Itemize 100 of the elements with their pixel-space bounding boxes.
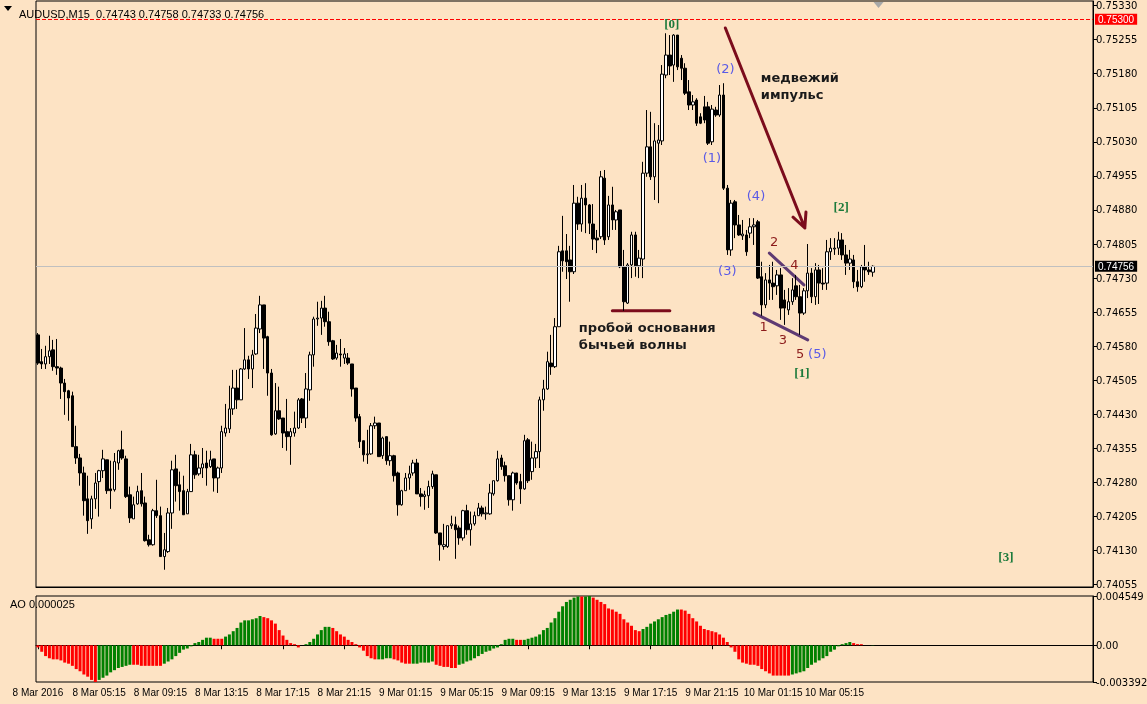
bar — [453, 645, 457, 669]
bar — [139, 645, 143, 666]
bar — [764, 645, 768, 672]
bar — [74, 645, 78, 670]
bar — [273, 623, 277, 646]
y-tick-label: 0.74580 — [1096, 340, 1138, 352]
bar — [415, 645, 419, 664]
y-tick-label: 0.74805 — [1096, 238, 1138, 250]
bar — [442, 645, 446, 667]
y-tick-label: 0.75030 — [1096, 136, 1138, 148]
bar — [767, 645, 771, 674]
bar — [197, 642, 201, 646]
bar — [170, 645, 174, 660]
bar — [216, 638, 220, 646]
bar — [101, 645, 105, 678]
bar — [59, 645, 63, 661]
candlestick — [580, 184, 583, 233]
candlestick — [695, 97, 698, 127]
bar — [70, 645, 74, 666]
bar — [603, 604, 607, 646]
bar — [262, 617, 266, 646]
bar — [595, 599, 599, 646]
bar — [254, 618, 258, 646]
bar — [369, 645, 373, 659]
bar — [185, 645, 189, 649]
bar — [124, 645, 128, 666]
bar — [231, 631, 235, 646]
annotation: пробой основания бычьей волны — [578, 320, 716, 352]
bar — [166, 645, 170, 662]
bar — [86, 645, 90, 677]
bar — [392, 645, 396, 660]
y-tick-label: 0.74505 — [1096, 374, 1138, 386]
annotation: [1] — [794, 364, 810, 380]
bar — [580, 596, 584, 646]
bar — [526, 638, 530, 646]
bar — [545, 627, 549, 646]
candlestick — [603, 169, 606, 246]
candlestick — [205, 450, 208, 487]
ref-line-label: 0.75300 — [1098, 13, 1135, 25]
bar — [63, 645, 67, 663]
x-tick-label: 8 Mar 21:15 — [317, 686, 372, 698]
y-tick-label: -0.003392 — [1096, 676, 1147, 688]
candlestick — [480, 505, 484, 518]
candlestick — [672, 33, 675, 83]
bar — [721, 637, 725, 646]
bar — [411, 645, 415, 664]
bar — [825, 645, 829, 657]
bar — [534, 636, 538, 646]
bar — [400, 645, 404, 663]
bar — [587, 596, 591, 646]
bar — [350, 642, 354, 646]
bar — [434, 645, 438, 665]
bar — [47, 645, 51, 659]
bar — [404, 645, 408, 664]
annotation: [2] — [833, 198, 849, 214]
bar — [44, 645, 48, 657]
bar — [155, 645, 159, 666]
bar — [813, 645, 817, 663]
bar — [338, 634, 342, 646]
bar — [806, 645, 810, 669]
candlestick — [710, 104, 714, 146]
bar — [584, 596, 588, 646]
bar — [561, 606, 565, 646]
annotation: медвежий импульс — [760, 70, 839, 102]
bar — [480, 645, 484, 654]
x-tick-label: 8 Mar 2016 — [12, 686, 64, 698]
bar — [549, 622, 553, 646]
bar — [201, 639, 205, 646]
bar — [641, 629, 645, 646]
bar — [649, 623, 653, 646]
y-tick-label: 0.00 — [1096, 639, 1119, 651]
y-tick-label: 0.004549 — [1096, 590, 1144, 602]
bar — [741, 645, 745, 663]
x-tick-label: 8 Mar 13:15 — [195, 686, 249, 698]
text: AUDUSD,M15 0.74743 0.74758 0.74733 0.74756 — [19, 7, 265, 20]
y-tick-label: 0.74955 — [1096, 170, 1138, 182]
bar — [538, 634, 542, 646]
bar — [312, 638, 316, 646]
bar — [381, 645, 385, 660]
bar — [488, 645, 492, 651]
bar — [224, 636, 228, 646]
bar — [633, 630, 637, 646]
bar — [239, 622, 243, 646]
bar — [610, 609, 614, 646]
bar — [51, 645, 55, 660]
bar — [181, 645, 185, 650]
bar — [771, 645, 775, 676]
bar — [450, 645, 454, 669]
bar — [97, 645, 101, 680]
candlestick — [771, 261, 775, 301]
bar — [637, 631, 641, 646]
bar — [844, 643, 848, 646]
y-tick-label: 0.74730 — [1096, 272, 1138, 284]
annotation: [3] — [998, 548, 1014, 564]
bar — [476, 645, 480, 657]
bar — [660, 617, 664, 646]
x-tick-label: 9 Mar 13:15 — [562, 686, 617, 698]
candlestick — [814, 262, 817, 306]
bar — [817, 645, 821, 661]
candlestick — [51, 339, 55, 372]
